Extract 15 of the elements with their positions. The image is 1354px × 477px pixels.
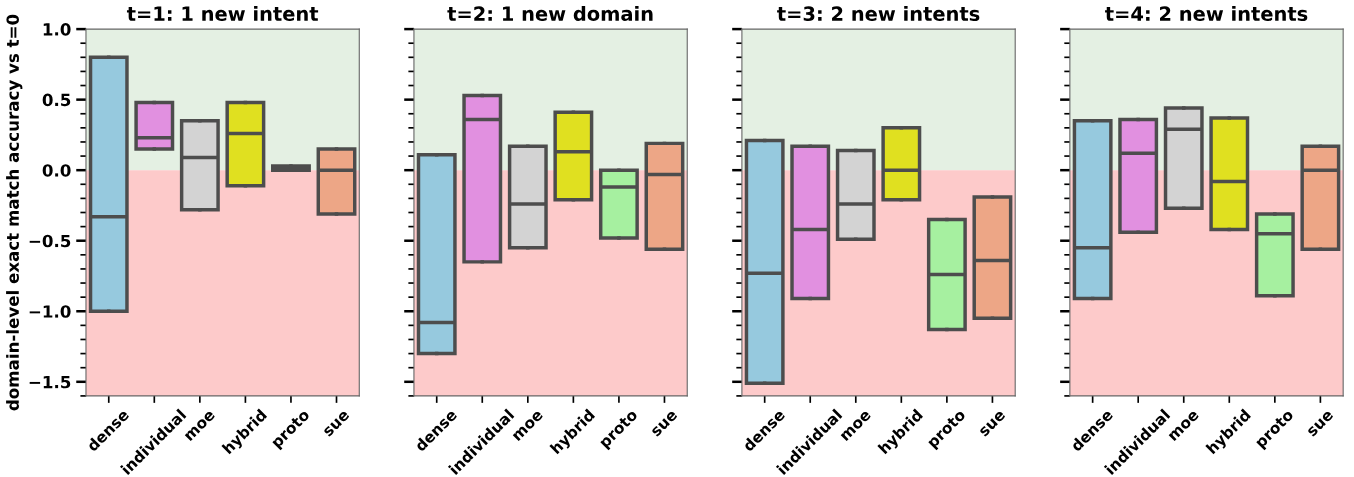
x-tick-label: sue — [1307, 410, 1334, 437]
y-axis-title: domain-level exact match accuracy vs t=0 — [6, 14, 23, 411]
chart-title: t=1: 1 new intent — [126, 5, 319, 22]
y-tick-label: −1.0 — [29, 305, 71, 318]
y-tick-label: 1.0 — [43, 23, 71, 36]
chart-title: t=2: 1 new domain — [447, 5, 653, 22]
chart-title: t=4: 2 new intents — [1105, 5, 1308, 22]
y-tick-label: 0.5 — [42, 93, 71, 107]
x-tick-label: sue — [979, 410, 1006, 437]
x-tick-label: sue — [323, 410, 350, 437]
y-tick-label: −1.5 — [29, 375, 71, 389]
y-tick-label: 0.0 — [42, 164, 71, 177]
y-tick-label: −0.5 — [29, 234, 71, 248]
chart-title: t=3: 2 new intents — [777, 5, 980, 22]
x-tick-label: sue — [651, 410, 678, 437]
